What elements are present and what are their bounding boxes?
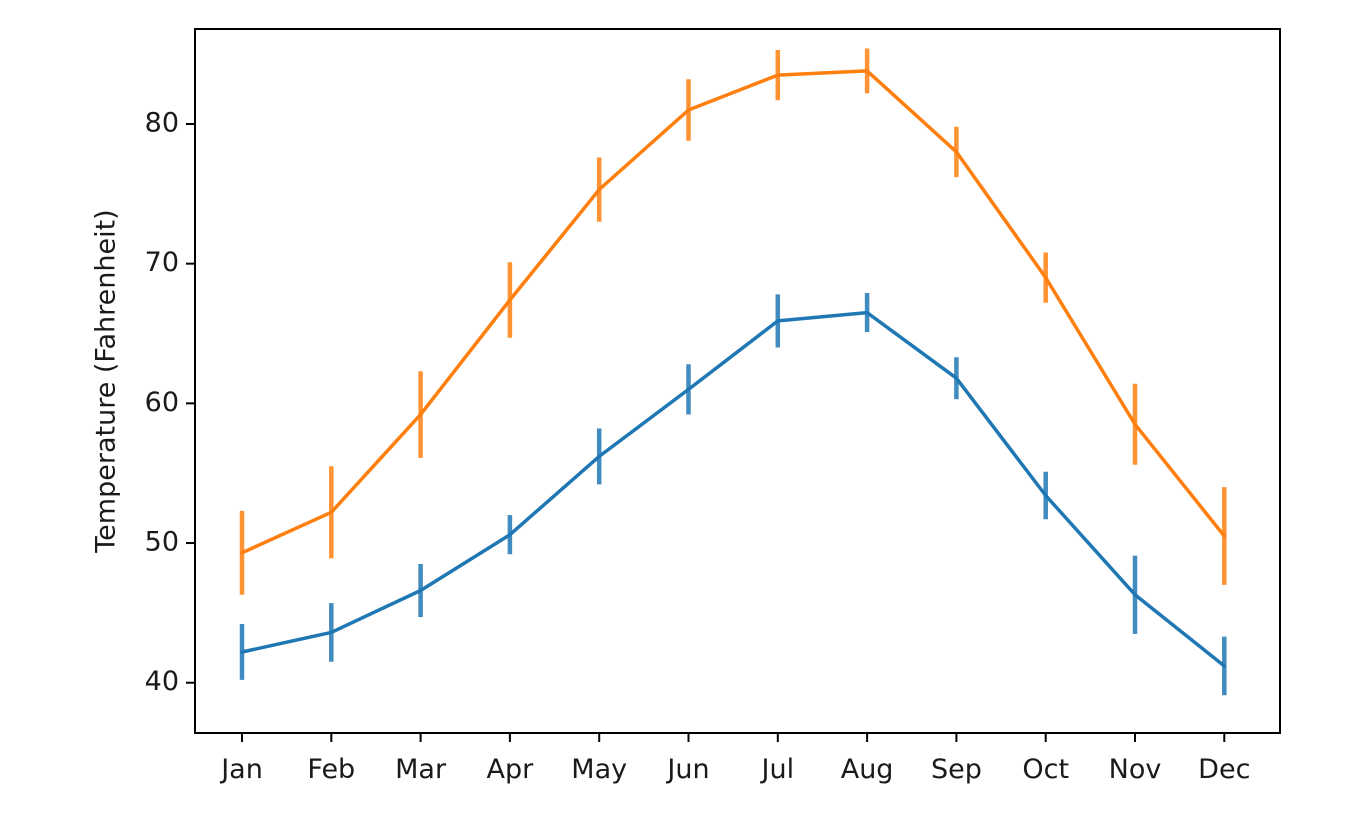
x-tick-label: Apr [487,754,535,785]
x-tick-label: Jul [760,754,795,785]
plot-frame [194,28,1281,734]
series-layer [239,48,1227,696]
y-tick-label: 60 [145,387,179,418]
y-tick-label: 40 [145,666,179,697]
series-2-line [240,69,1227,555]
x-tick-label: Nov [1109,754,1162,785]
series-2 [239,48,1227,595]
x-tick-label: Dec [1198,754,1250,785]
x-tick-label: Sep [931,754,982,785]
x-tick-label: May [571,754,627,785]
y-tick-label: 80 [145,107,179,138]
x-tick-label: Oct [1022,754,1069,785]
x-tick-label: Jun [665,754,709,785]
x-tick-label: Aug [841,754,894,785]
x-tick-label: Feb [307,754,355,785]
series-1 [239,293,1227,696]
y-axis-label: Temperature (Fahrenheit) [91,209,122,553]
x-tick-label: Mar [395,754,447,785]
y-axis: 40 50 60 70 80 [145,107,195,697]
series-1-line [240,310,1227,668]
x-tick-label: Jan [219,754,263,785]
x-axis: Jan Feb Mar Apr May Jun Jul Aug Sep Oct Nov Dec [219,733,1250,785]
y-tick-label: 50 [145,527,179,558]
y-tick-label: 70 [145,247,179,278]
